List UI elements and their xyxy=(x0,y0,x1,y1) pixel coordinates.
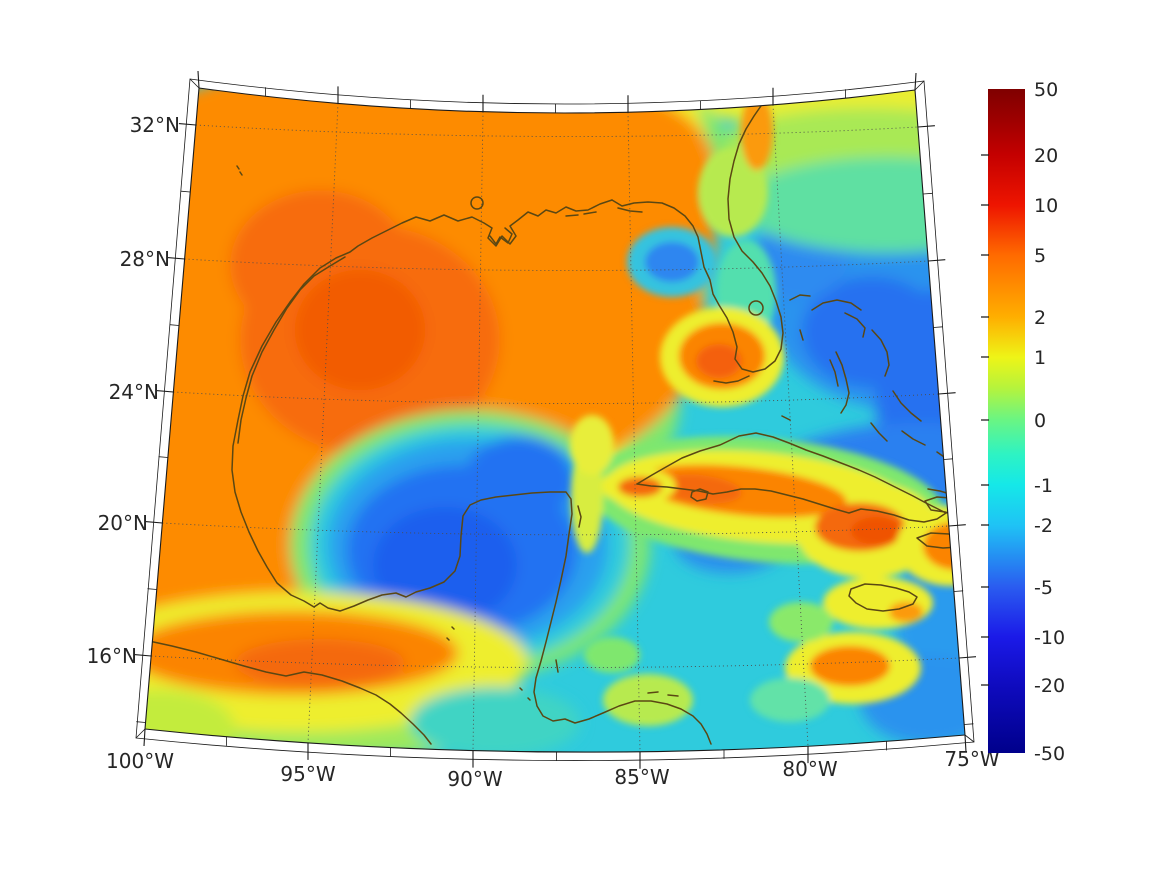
cuba-south-coast xyxy=(636,483,947,523)
gulf-islands xyxy=(565,207,643,217)
cuba-north-coast xyxy=(636,432,947,514)
bahamas-islands xyxy=(781,294,956,467)
colorbar-ticks xyxy=(981,154,989,686)
texas-barrier-islands xyxy=(237,256,346,444)
colorbar-tick-label: 20 xyxy=(1034,145,1058,167)
y-tick-label: 24°N xyxy=(109,380,159,404)
x-tick-label: 85°W xyxy=(614,765,669,789)
colorbar-labels: 50 20 10 5 2 1 0 -1 -2 -5 -10 -20 -50 xyxy=(1034,79,1065,765)
florida-keys xyxy=(713,375,750,384)
florida-coast xyxy=(611,90,784,373)
colorbar-tick-label: 2 xyxy=(1034,307,1046,329)
colorbar-tick-label: -5 xyxy=(1034,577,1053,599)
lake-okeechobee xyxy=(748,300,764,316)
isle-of-youth xyxy=(690,488,709,502)
colorbar-tick-label: -10 xyxy=(1034,627,1065,649)
y-tick-label: 28°N xyxy=(120,247,170,271)
x-tick-label: 80°W xyxy=(782,757,837,781)
gulf-coast xyxy=(231,199,712,745)
x-tick-label: 90°W xyxy=(447,767,502,791)
cozumel xyxy=(577,505,582,528)
heatmap-field xyxy=(145,88,965,753)
y-tick-label: 16°N xyxy=(87,644,137,668)
lake-pontchartrain xyxy=(470,196,484,210)
map-frame xyxy=(134,70,977,769)
colorbar-tick-label: -50 xyxy=(1034,743,1065,765)
mississippi-delta xyxy=(489,227,513,245)
small-islets xyxy=(236,165,531,701)
y-tick-label: 32°N xyxy=(130,113,180,137)
x-axis-labels: 100°W 95°W 90°W 85°W 80°W 75°W xyxy=(106,747,1000,791)
colorbar-tick-label: 5 xyxy=(1034,245,1046,267)
colorbar-tick-label: -20 xyxy=(1034,675,1065,697)
colorbar-gradient xyxy=(988,89,1025,753)
graticule-grid xyxy=(151,103,960,752)
colorbar: 50 20 10 5 2 1 0 -1 -2 -5 -10 -20 -50 xyxy=(981,79,1065,765)
pacific-coast xyxy=(148,640,432,745)
belize-cays xyxy=(555,659,679,697)
colorbar-tick-label: 50 xyxy=(1034,79,1058,101)
y-axis-labels: 32°N 28°N 24°N 20°N 16°N xyxy=(87,113,180,668)
colorbar-tick-label: -1 xyxy=(1034,475,1053,497)
colorbar-tick-label: 0 xyxy=(1034,410,1046,432)
x-tick-label: 100°W xyxy=(106,749,174,773)
x-tick-label: 95°W xyxy=(280,762,335,786)
y-tick-label: 20°N xyxy=(98,511,148,535)
colorbar-tick-label: 10 xyxy=(1034,195,1058,217)
coastlines xyxy=(148,90,965,745)
colorbar-tick-label: 1 xyxy=(1034,347,1046,369)
jamaica xyxy=(848,583,918,612)
colorbar-tick-label: -2 xyxy=(1034,515,1053,537)
